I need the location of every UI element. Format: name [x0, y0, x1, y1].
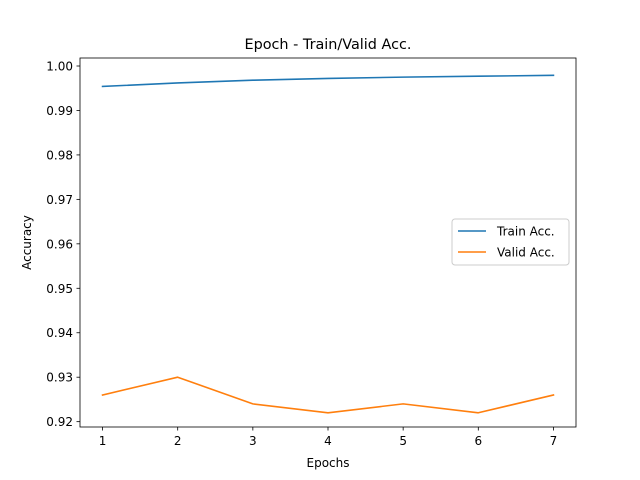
y-axis-ticks: 0.92 0.93 0.94 0.95 0.96 0.97 0.98 0.99 1.00 — [46, 60, 80, 429]
y-tick-label: 0.93 — [46, 371, 73, 385]
x-tick-label: 6 — [474, 434, 482, 448]
series-lines — [101, 74, 555, 414]
legend: Train Acc. Valid Acc. — [451, 218, 570, 266]
y-tick-label: 1.00 — [46, 60, 73, 74]
y-tick-label: 0.95 — [46, 282, 73, 296]
x-tick-label: 7 — [550, 434, 558, 448]
y-axis-label: Accuracy — [20, 215, 34, 270]
x-tick-label: 3 — [249, 434, 257, 448]
plot-frame — [79, 57, 577, 428]
y-tick-label: 0.97 — [46, 193, 73, 207]
x-tick-label: 5 — [399, 434, 407, 448]
x-axis-ticks: 1 2 3 4 5 6 7 — [99, 427, 558, 448]
legend-label: Train Acc. — [496, 225, 555, 239]
series-line-valid-acc — [101, 376, 555, 414]
x-axis-label: Epochs — [307, 456, 350, 470]
y-tick-label: 0.94 — [46, 326, 73, 340]
y-tick-label: 0.98 — [46, 148, 73, 162]
legend-label: Valid Acc. — [497, 246, 555, 260]
x-tick-label: 1 — [99, 434, 107, 448]
y-tick-label: 0.92 — [46, 415, 73, 429]
x-tick-label: 2 — [174, 434, 182, 448]
x-tick-label: 4 — [324, 434, 332, 448]
y-tick-label: 0.96 — [46, 237, 73, 251]
chart-title: Epoch - Train/Valid Acc. — [244, 37, 411, 53]
series-line-train-acc — [101, 74, 555, 88]
y-tick-label: 0.99 — [46, 104, 73, 118]
